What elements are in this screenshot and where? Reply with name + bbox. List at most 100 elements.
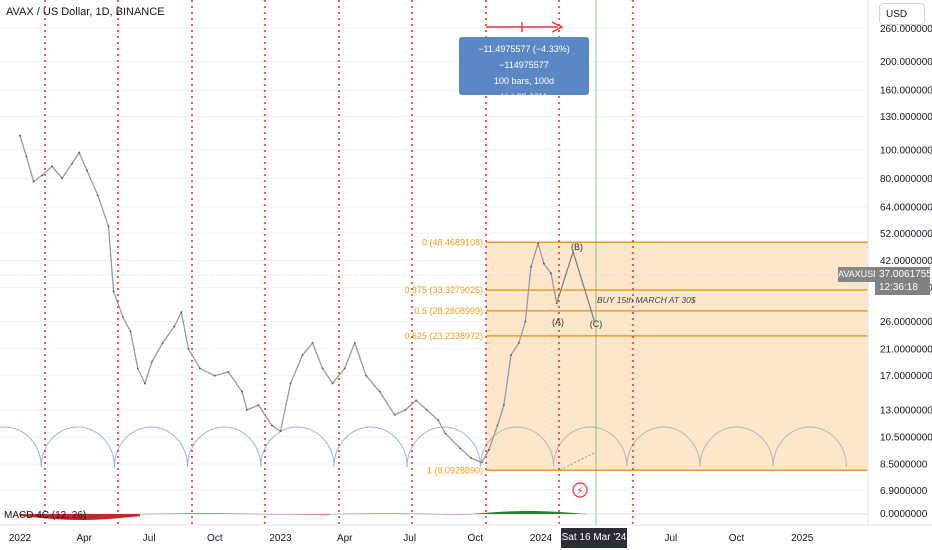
macd-bar: [58, 514, 60, 520]
macd-bar: [52, 514, 54, 519]
macd-bar: [546, 511, 548, 514]
macd-bar: [118, 514, 120, 519]
macd-bar: [64, 514, 66, 520]
price-point: [502, 404, 505, 406]
tooltip-volume: Vol 29.66M: [501, 92, 547, 102]
macd-bar: [484, 512, 486, 514]
macd-bar: [306, 514, 308, 515]
fib-level-label: 1 (8.0928890): [427, 465, 483, 475]
time-tick-label: Jul: [664, 533, 677, 544]
cycle-arc: [772, 426, 847, 468]
macd-bar: [498, 511, 500, 514]
macd-bar: [44, 514, 46, 519]
price-point: [121, 315, 124, 318]
macd-legend[interactable]: MACD 4C (12, 26): [4, 510, 87, 521]
macd-bar: [22, 514, 24, 517]
currency-button[interactable]: USD: [879, 3, 925, 25]
macd-bar: [226, 513, 228, 514]
lightning-glyph: ⚡: [576, 486, 583, 497]
price-point: [415, 399, 418, 402]
price-point: [143, 382, 146, 385]
price-point: [173, 325, 176, 328]
macd-bar: [138, 514, 140, 517]
macd-bar: [200, 513, 202, 514]
price-point: [496, 424, 499, 427]
macd-bar: [208, 513, 210, 514]
macd-bar: [308, 514, 310, 515]
price-point: [71, 162, 73, 165]
macd-bar: [60, 514, 62, 520]
macd-bar: [62, 514, 64, 520]
price-point: [241, 390, 243, 393]
price-point: [311, 341, 314, 344]
macd-bar: [202, 513, 204, 514]
price-point: [550, 272, 552, 275]
macd-bar: [126, 514, 128, 518]
macd-bar: [316, 514, 318, 515]
price-point: [353, 341, 356, 344]
macd-bar: [30, 514, 32, 518]
macd-bar: [312, 514, 314, 515]
price-point: [321, 367, 324, 370]
macd-bar: [490, 512, 492, 514]
price-point: [542, 262, 545, 265]
price-axis[interactable]: 260.0000000 200.0000000 160.0000000 130.000…: [867, 0, 932, 525]
time-tick-label: Jul: [403, 533, 416, 544]
cycle-arc: [0, 426, 42, 468]
price-point: [86, 169, 88, 172]
price-point: [331, 382, 334, 385]
macd-bar: [568, 512, 570, 514]
macd-bar: [560, 512, 562, 514]
fib-level-label: 0.375 (33.3279026): [404, 285, 483, 295]
macd-bar: [112, 514, 114, 519]
macd-bar: [574, 513, 576, 514]
price-tick-label: 13.0000000: [880, 405, 932, 416]
price-point: [187, 347, 190, 350]
price-point: [404, 408, 407, 411]
price-point: [151, 360, 153, 363]
macd-bar: [32, 514, 34, 518]
price-point: [537, 242, 540, 245]
time-axis[interactable]: 2022 Apr Jul Oct 2023 Apr Jul Oct 2024 Jul Oct 2025: [0, 524, 932, 544]
macd-bar: [90, 514, 92, 520]
macd-bar: [486, 512, 488, 514]
price-point: [41, 174, 44, 177]
price-tick-label: 6.9000000: [880, 486, 928, 497]
macd-bar: [110, 514, 112, 519]
macd-bar: [66, 514, 68, 520]
time-tick-label: Oct: [207, 533, 223, 544]
time-tick-label: Apr: [337, 533, 353, 544]
macd-bar: [198, 513, 200, 514]
price-tick-label: 8.5000000: [880, 460, 928, 471]
time-tick-label: 2023: [269, 533, 292, 544]
price-tick-label: 17.0000000: [880, 371, 932, 382]
price-point: [510, 354, 512, 356]
macd-bar: [182, 513, 184, 514]
cycle-arc: [626, 426, 701, 468]
macd-bar: [322, 514, 324, 515]
macd-bar: [184, 513, 186, 514]
macd-bar: [56, 514, 58, 520]
macd-bar: [528, 511, 530, 514]
macd-bar: [134, 514, 136, 517]
macd-bar: [548, 511, 550, 514]
macd-bar: [78, 514, 80, 520]
macd-tick-label: 0.0000000: [880, 509, 928, 520]
time-tick-label: Oct: [729, 533, 745, 544]
macd-bar: [506, 511, 508, 514]
bar-countdown: 12:36:18: [879, 282, 918, 293]
tooltip-change: −11.4975577 (−4.33%) −114975577: [478, 44, 570, 70]
price-point: [129, 330, 132, 333]
macd-bar: [26, 514, 28, 517]
price-tick-label: 64.0000000: [880, 202, 932, 213]
macd-bar: [54, 514, 56, 520]
macd-bar: [578, 513, 580, 514]
price-tick-label: 260.0000000: [880, 24, 932, 35]
price-tick-label: 52.0000000: [880, 229, 932, 240]
price-point: [378, 390, 381, 393]
macd-bar: [130, 514, 132, 518]
price-point: [444, 432, 447, 435]
macd-bar: [214, 513, 216, 514]
macd-bar: [188, 513, 190, 514]
